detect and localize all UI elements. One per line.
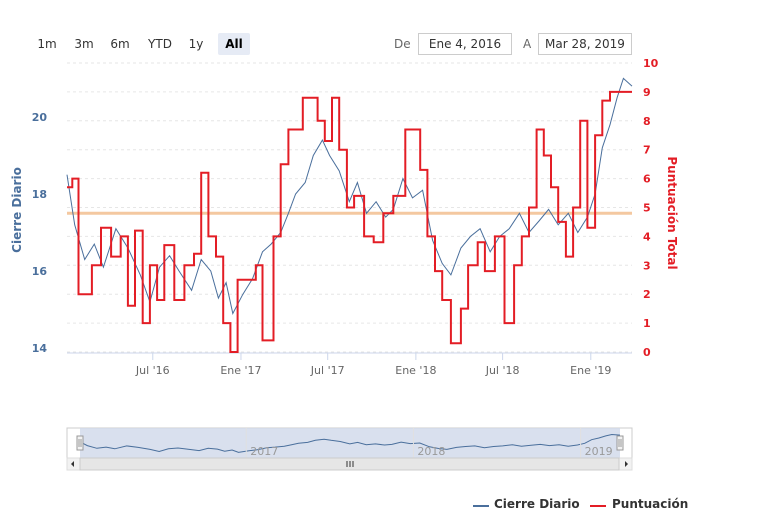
navigator-series-line — [79, 433, 621, 453]
legend-cierre-label[interactable]: Cierre Diario — [494, 497, 580, 511]
to-date-input[interactable]: Mar 28, 2019 — [538, 33, 632, 55]
navigator-year-label: 2018 — [417, 445, 445, 458]
y-right-tick-label: 0 — [643, 346, 651, 359]
y-right-tick-label: 3 — [643, 259, 651, 272]
x-tick-label: Ene '18 — [395, 364, 436, 377]
range-button-6m[interactable]: 6m — [110, 37, 130, 51]
series-puntuacion-line — [67, 90, 632, 353]
from-date-input[interactable]: Ene 4, 2016 — [418, 33, 512, 55]
y-right-tick-label: 5 — [643, 202, 651, 215]
range-button-1y[interactable]: 1y — [188, 37, 204, 51]
range-button-ytd[interactable]: YTD — [148, 37, 172, 51]
range-button-1m[interactable]: 1m — [37, 37, 57, 51]
legend-puntuacion-line — [590, 505, 606, 507]
navigator-year-label: 2017 — [250, 445, 278, 458]
to-label: A — [523, 37, 532, 51]
legend-puntuacion-label[interactable]: Puntuación — [612, 497, 689, 511]
y-right-axis-title: Puntuación Total — [665, 156, 679, 269]
y-right-tick-label: 9 — [643, 86, 651, 99]
y-left-tick-label: 16 — [32, 265, 48, 278]
legend-cierre-line — [473, 505, 489, 507]
x-tick-label: Jul '16 — [135, 364, 170, 377]
y-right-tick-label: 10 — [643, 57, 659, 70]
x-tick-label: Ene '19 — [570, 364, 611, 377]
y-left-axis-title: Cierre Diario — [10, 167, 24, 253]
y-right-tick-label: 6 — [643, 173, 651, 186]
y-right-tick-label: 1 — [643, 317, 651, 330]
y-right-tick-label: 7 — [643, 144, 651, 157]
y-left-tick-label: 20 — [32, 111, 48, 124]
from-label: De — [394, 37, 411, 51]
range-button-3m[interactable]: 3m — [74, 37, 94, 51]
x-tick-label: Ene '17 — [220, 364, 261, 377]
series-cierre-diario-line — [66, 77, 633, 315]
y-right-tick-label: 8 — [643, 115, 651, 128]
range-button-all[interactable]: All — [218, 33, 250, 55]
scroll-right-arrow-icon[interactable] — [625, 461, 628, 467]
x-tick-label: Jul '18 — [485, 364, 520, 377]
navigator-right-handle[interactable] — [616, 435, 624, 451]
y-left-tick-label: 14 — [32, 342, 48, 355]
y-right-tick-label: 2 — [643, 288, 651, 301]
y-right-tick-label: 4 — [643, 230, 651, 243]
navigator-year-label: 2019 — [585, 445, 613, 458]
navigator-selection[interactable] — [80, 428, 620, 458]
navigator-left-handle[interactable] — [76, 435, 84, 451]
scroll-left-arrow-icon[interactable] — [71, 461, 74, 467]
x-tick-label: Jul '17 — [310, 364, 345, 377]
y-left-tick-label: 18 — [32, 188, 47, 201]
